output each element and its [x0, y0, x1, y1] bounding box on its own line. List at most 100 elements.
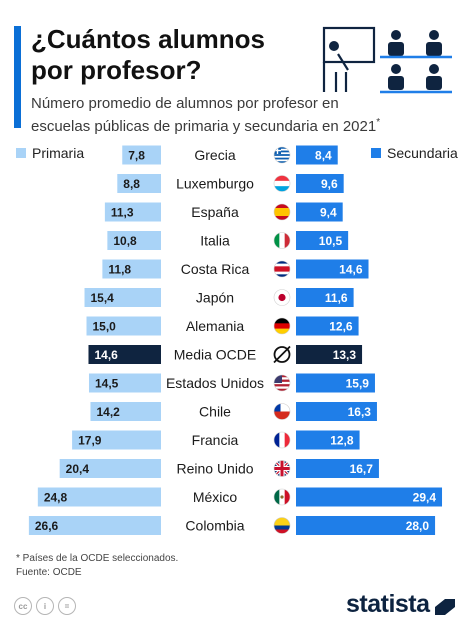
brand-logo[interactable]: statista — [346, 590, 430, 618]
label-primaria-francia: 17,9 — [78, 434, 102, 448]
label-primaria-reino-unido: 20,4 — [66, 462, 90, 476]
legend-swatch-secundaria — [371, 148, 381, 158]
flag-mexico-icon — [273, 488, 291, 506]
bar-secundaria-chile — [296, 402, 377, 421]
bar-primaria-estados-unidos — [88, 373, 161, 393]
cc-icon[interactable]: cc — [14, 597, 32, 615]
flag-greece-icon — [273, 146, 291, 164]
flag-uk-icon — [273, 460, 291, 477]
legend-label-secundaria: Secundaria — [387, 145, 458, 161]
label-secundaria-costa-rica: 14,6 — [339, 263, 363, 277]
bar-primaria-chile — [90, 402, 161, 421]
bar-primaria-japon — [84, 288, 161, 307]
bar-primaria-grecia — [122, 145, 161, 165]
label-secundaria-italia: 10,5 — [319, 234, 343, 248]
flag-italy-icon — [273, 232, 291, 249]
category-label-japon: Japón — [196, 290, 234, 306]
subtitle-line-1: Número promedio de alumnos por profesor … — [31, 95, 339, 112]
bar-secundaria-colombia — [296, 516, 436, 535]
bar-secundaria-reino-unido — [296, 459, 379, 478]
category-label-media-ocde: Media OCDE — [174, 347, 256, 363]
label-secundaria-luxemburgo: 9,6 — [321, 177, 338, 191]
butterfly-bar-chart: 7,8 8,4 Grecia 8,8 9,6 Luxemburgo 11,3 9,4 Españ… — [28, 145, 443, 535]
title-line-2: por profesor? — [31, 55, 202, 85]
legend-primaria: Primaria — [16, 145, 84, 161]
accent-bar — [14, 26, 21, 128]
bar-secundaria-japon — [296, 288, 354, 307]
category-label-grecia: Grecia — [194, 147, 235, 163]
category-label-espana: España — [191, 204, 239, 220]
category-label-chile: Chile — [199, 404, 231, 420]
label-primaria-espana: 11,3 — [111, 206, 134, 220]
legend-swatch-primaria — [16, 148, 26, 158]
label-primaria-japon: 15,4 — [91, 291, 115, 305]
label-primaria-alemania: 15,0 — [93, 320, 117, 334]
label-secundaria-francia: 12,8 — [330, 434, 354, 448]
label-primaria-mexico: 24,8 — [44, 491, 68, 505]
label-primaria-chile: 14,2 — [96, 405, 120, 419]
bar-secundaria-alemania — [296, 316, 359, 336]
bar-primaria-francia — [72, 430, 161, 450]
label-secundaria-grecia: 8,4 — [315, 149, 332, 163]
label-secundaria-mexico: 29,4 — [413, 491, 437, 505]
bar-secundaria-costa-rica — [296, 259, 369, 279]
label-primaria-luxemburgo: 8,8 — [123, 177, 140, 191]
bar-secundaria-estados-unidos — [296, 373, 375, 393]
flag-japan-icon — [273, 289, 291, 306]
bar-primaria-alemania — [86, 316, 161, 336]
classroom-illustration — [322, 26, 452, 94]
bar-secundaria-grecia — [296, 145, 338, 165]
statista-mark-icon — [435, 599, 455, 615]
category-label-italia: Italia — [200, 233, 230, 249]
bar-primaria-espana — [104, 202, 161, 222]
bar-secundaria-espana — [296, 202, 343, 222]
license-icons: cc i = — [14, 597, 76, 615]
category-label-mexico: México — [193, 489, 238, 505]
bar-primaria-luxemburgo — [117, 174, 161, 193]
label-primaria-grecia: 7,8 — [128, 149, 145, 163]
bar-primaria-italia — [107, 231, 161, 250]
flag-germany-icon — [273, 317, 291, 335]
category-label-estados-unidos: Estados Unidos — [166, 375, 264, 391]
label-secundaria-alemania: 12,6 — [329, 320, 353, 334]
label-secundaria-reino-unido: 16,7 — [350, 462, 374, 476]
bar-primaria-costa-rica — [102, 259, 161, 279]
subtitle-mark: * — [376, 117, 381, 128]
bar-primaria-media-ocde — [88, 345, 161, 364]
subtitle-line-2: escuelas públicas de primaria y secundar… — [31, 118, 377, 135]
label-primaria-costa-rica: 11,8 — [108, 263, 131, 277]
by-icon[interactable]: i — [36, 597, 54, 615]
average-icon — [273, 345, 291, 364]
bar-secundaria-mexico — [296, 487, 443, 507]
bar-secundaria-media-ocde — [296, 345, 363, 364]
category-label-colombia: Colombia — [185, 518, 244, 534]
flag-france-icon — [273, 431, 291, 449]
title-line-1: ¿Cuántos alumnos — [31, 24, 266, 54]
legend-secundaria: Secundaria — [371, 145, 458, 161]
category-label-francia: Francia — [192, 432, 239, 448]
bar-primaria-colombia — [28, 516, 161, 535]
category-label-luxemburgo: Luxemburgo — [176, 176, 254, 192]
legend-label-primaria: Primaria — [32, 145, 85, 161]
page-title: ¿Cuántos alumnos por profesor? — [31, 24, 265, 86]
label-primaria-colombia: 26,6 — [35, 519, 59, 533]
label-secundaria-colombia: 28,0 — [406, 519, 430, 533]
flag-costa-rica-icon — [273, 260, 291, 278]
label-primaria-italia: 10,8 — [113, 234, 137, 248]
bar-primaria-mexico — [37, 487, 161, 507]
label-secundaria-estados-unidos: 15,9 — [346, 377, 370, 391]
category-label-reino-unido: Reino Unido — [176, 461, 253, 477]
label-secundaria-japon: 11,6 — [325, 291, 348, 305]
nd-icon[interactable]: = — [58, 597, 76, 615]
bar-secundaria-italia — [296, 231, 349, 250]
label-primaria-estados-unidos: 14,5 — [95, 377, 119, 391]
label-secundaria-espana: 9,4 — [320, 206, 337, 220]
footnote-note: * Países de la OCDE seleccionados. — [16, 553, 179, 564]
flag-spain-icon — [273, 203, 291, 221]
footnote: * Países de la OCDE seleccionados. Fuent… — [16, 552, 178, 580]
bar-secundaria-francia — [296, 430, 360, 450]
category-label-alemania: Alemania — [186, 318, 245, 334]
flag-colombia-icon — [273, 517, 291, 534]
flag-luxembourg-icon — [273, 175, 291, 192]
flag-usa-icon — [273, 374, 291, 392]
